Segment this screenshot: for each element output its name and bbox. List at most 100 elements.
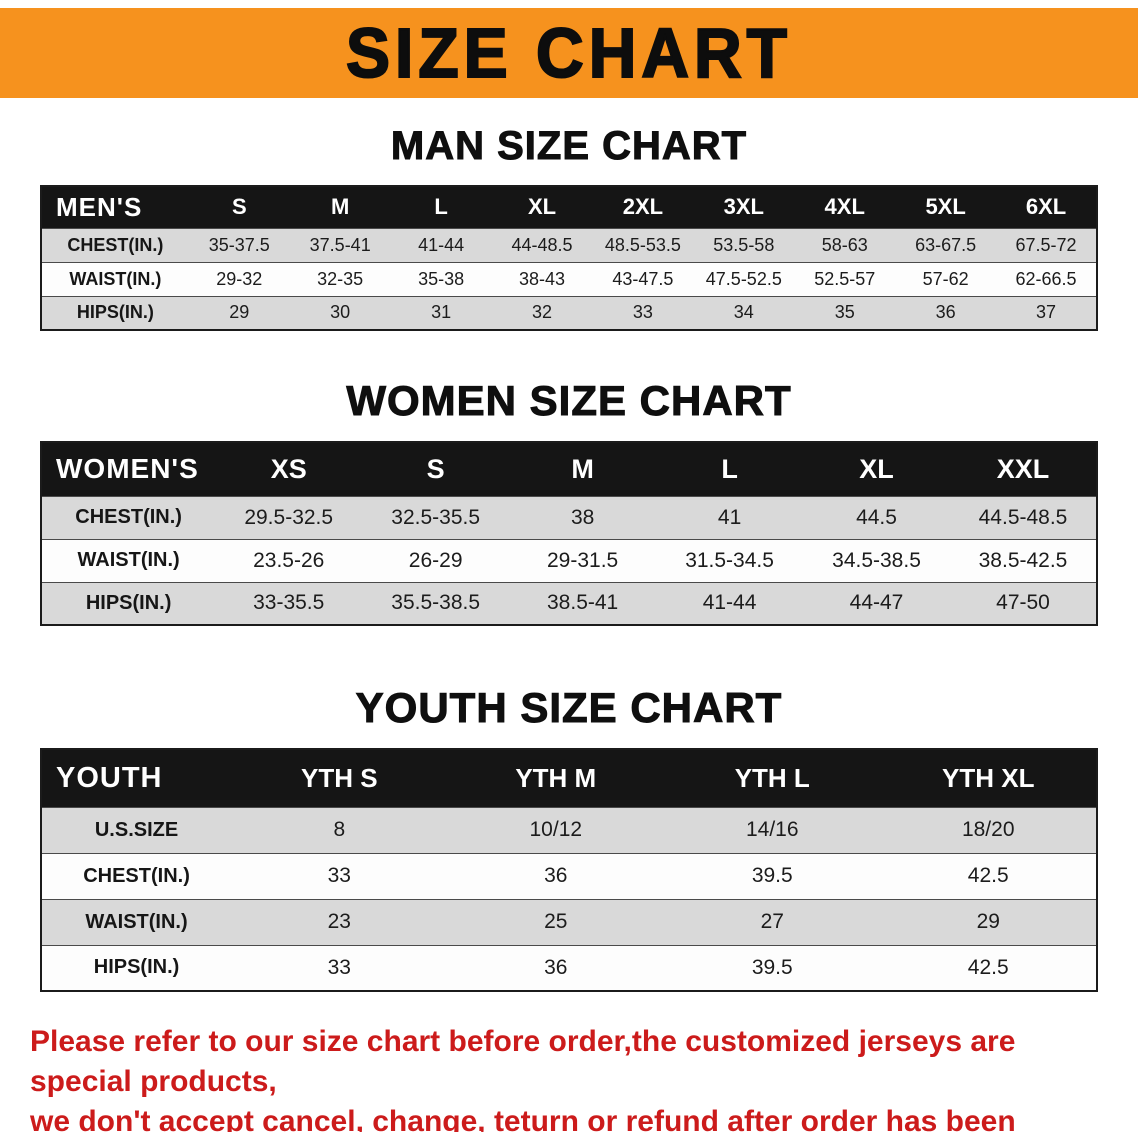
size-column-header: 6XL bbox=[1025, 194, 1067, 220]
size-value: 29-31.5 bbox=[509, 538, 657, 582]
men-size-section: MAN SIZE CHART MEN'S S M L XL 2XL 3XL 4XL 5XL 6XL C… bbox=[0, 124, 1138, 331]
size-column-header: S bbox=[426, 453, 445, 484]
size-column-header: YTH S bbox=[301, 762, 378, 793]
youth-section-heading: YOUTH SIZE CHART bbox=[355, 684, 783, 732]
size-value: 33 bbox=[231, 852, 448, 899]
size-value: 8 bbox=[231, 806, 448, 853]
size-value: 39.5 bbox=[664, 852, 881, 899]
size-value: 44.5-48.5 bbox=[950, 495, 1097, 539]
size-column-header: 3XL bbox=[723, 194, 764, 220]
size-value: 44.5 bbox=[803, 495, 950, 539]
banner-title: SIZE CHART bbox=[345, 13, 792, 93]
disclaimer-line-1: Please refer to our size chart before or… bbox=[30, 1025, 1016, 1098]
size-value: 31 bbox=[390, 295, 492, 330]
size-value: 44-48.5 bbox=[491, 227, 593, 262]
size-value: 34 bbox=[693, 295, 795, 330]
size-value: 38-43 bbox=[491, 261, 593, 296]
size-value: 29 bbox=[880, 898, 1097, 945]
size-value: 10/12 bbox=[447, 806, 665, 853]
size-value: 43-47.5 bbox=[592, 261, 694, 296]
row-label: HIPS(IN.) bbox=[41, 295, 189, 330]
size-value: 44-47 bbox=[803, 581, 950, 625]
size-column-header: XXL bbox=[996, 453, 1050, 484]
size-value: 23.5-26 bbox=[215, 538, 363, 582]
size-value: 39.5 bbox=[664, 944, 881, 991]
table-row: HIPS(IN.) 33 36 39.5 42.5 bbox=[41, 944, 1097, 991]
size-column-header: YTH L bbox=[734, 762, 810, 793]
row-label: WAIST(IN.) bbox=[41, 898, 232, 945]
size-value: 26-29 bbox=[362, 538, 510, 582]
row-label: CHEST(IN.) bbox=[41, 227, 189, 262]
row-label: HIPS(IN.) bbox=[41, 581, 216, 625]
row-label: HIPS(IN.) bbox=[41, 944, 232, 991]
row-label: WAIST(IN.) bbox=[41, 261, 189, 296]
men-header-row: MEN'S S M L XL 2XL 3XL 4XL 5XL 6XL bbox=[41, 186, 1097, 228]
women-corner-label: WOMEN'S bbox=[56, 453, 199, 485]
size-value: 37.5-41 bbox=[289, 227, 391, 262]
size-value: 27 bbox=[664, 898, 881, 945]
table-row: U.S.SIZE 8 10/12 14/16 18/20 bbox=[41, 806, 1097, 853]
women-header-row: WOMEN'S XS S M L XL XXL bbox=[41, 442, 1097, 496]
size-value: 36 bbox=[447, 852, 665, 899]
size-value: 42.5 bbox=[880, 944, 1097, 991]
size-value: 33 bbox=[592, 295, 694, 330]
size-value: 63-67.5 bbox=[895, 227, 997, 262]
size-column-header: XL bbox=[527, 194, 557, 220]
size-column-header: M bbox=[571, 453, 594, 484]
size-value: 38.5-41 bbox=[509, 581, 657, 625]
size-value: 29-32 bbox=[188, 261, 290, 296]
table-row: HIPS(IN.) 33-35.5 35.5-38.5 38.5-41 41-44 44-… bbox=[41, 581, 1097, 625]
size-value: 53.5-58 bbox=[693, 227, 795, 262]
size-column-header: XS bbox=[270, 453, 307, 484]
size-value: 18/20 bbox=[880, 806, 1097, 853]
table-row: CHEST(IN.) 35-37.5 37.5-41 41-44 44-48.5 48.5… bbox=[41, 227, 1097, 262]
size-value: 23 bbox=[231, 898, 448, 945]
size-value: 35.5-38.5 bbox=[362, 581, 510, 625]
table-row: CHEST(IN.) 33 36 39.5 42.5 bbox=[41, 852, 1097, 899]
size-value: 58-63 bbox=[794, 227, 896, 262]
size-value: 32-35 bbox=[289, 261, 391, 296]
size-column-header: YTH XL bbox=[942, 762, 1035, 793]
size-value: 48.5-53.5 bbox=[592, 227, 694, 262]
row-label: WAIST(IN.) bbox=[41, 538, 216, 582]
size-value: 67.5-72 bbox=[996, 227, 1097, 262]
size-value: 33-35.5 bbox=[215, 581, 363, 625]
row-label: U.S.SIZE bbox=[41, 806, 232, 853]
size-chart-banner: SIZE CHART bbox=[0, 8, 1138, 98]
size-column-header: 2XL bbox=[622, 194, 664, 220]
women-size-table: WOMEN'S XS S M L XL XXL CHEST(IN.) 29.5-32.5 32.5… bbox=[40, 441, 1098, 626]
size-column-header: XL bbox=[859, 453, 894, 484]
women-size-section: WOMEN SIZE CHART WOMEN'S XS S M L XL XXL CHEST(I… bbox=[0, 377, 1138, 626]
table-row: CHEST(IN.) 29.5-32.5 32.5-35.5 38 41 44.5 44.5… bbox=[41, 495, 1097, 539]
size-value: 38 bbox=[509, 495, 657, 539]
size-value: 36 bbox=[895, 295, 997, 330]
size-value: 41-44 bbox=[390, 227, 492, 262]
size-value: 35-37.5 bbox=[188, 227, 290, 262]
size-column-header: 5XL bbox=[925, 194, 966, 220]
size-value: 14/16 bbox=[664, 806, 881, 853]
size-value: 32 bbox=[491, 295, 593, 330]
size-value: 52.5-57 bbox=[794, 261, 896, 296]
men-section-heading: MAN SIZE CHART bbox=[390, 124, 748, 169]
row-label: CHEST(IN.) bbox=[41, 852, 232, 899]
size-value: 47-50 bbox=[950, 581, 1097, 625]
youth-corner-label: YOUTH bbox=[56, 761, 163, 794]
size-value: 37 bbox=[996, 295, 1097, 330]
size-column-header: M bbox=[331, 194, 350, 220]
size-value: 38.5-42.5 bbox=[950, 538, 1097, 582]
size-value: 30 bbox=[289, 295, 391, 330]
size-column-header: S bbox=[231, 194, 247, 220]
size-sections: MAN SIZE CHART MEN'S S M L XL 2XL 3XL 4XL 5XL 6XL C… bbox=[0, 124, 1138, 992]
youth-size-section: YOUTH SIZE CHART YOUTH YTH S YTH M YTH L YTH … bbox=[0, 684, 1138, 992]
size-value: 31.5-34.5 bbox=[656, 538, 804, 582]
size-column-header: L bbox=[434, 194, 448, 220]
table-row: WAIST(IN.) 23.5-26 26-29 29-31.5 31.5-34.5 34… bbox=[41, 538, 1097, 582]
size-value: 33 bbox=[231, 944, 448, 991]
size-value: 35 bbox=[794, 295, 896, 330]
size-value: 47.5-52.5 bbox=[693, 261, 795, 296]
size-value: 36 bbox=[447, 944, 665, 991]
disclaimer: Please refer to our size chart before or… bbox=[30, 1022, 1110, 1132]
youth-header-row: YOUTH YTH S YTH M YTH L YTH XL bbox=[41, 749, 1097, 807]
table-row: HIPS(IN.) 29 30 31 32 33 34 35 36 37 bbox=[41, 295, 1097, 330]
size-value: 32.5-35.5 bbox=[362, 495, 510, 539]
